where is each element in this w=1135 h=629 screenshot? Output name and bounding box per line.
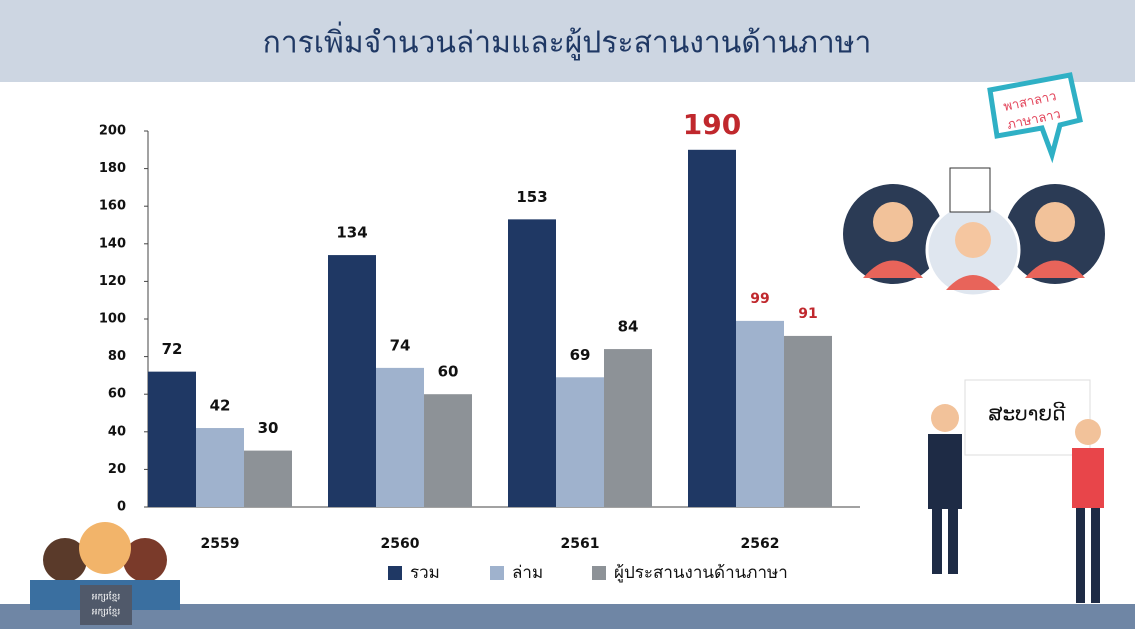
y-tick-label: 120 <box>99 274 126 289</box>
y-tick-label: 200 <box>99 124 126 139</box>
legend-swatch <box>592 566 606 580</box>
y-tick-label: 40 <box>108 424 126 439</box>
value-label: 134 <box>336 224 367 242</box>
chart: การเพิ่มจำนวนล่ามและผู้ประสานงานด้านภาษา… <box>0 0 1135 629</box>
bar <box>376 368 424 507</box>
legend-swatch <box>490 566 504 580</box>
laptop-text: អក្សរខ្មែរ <box>92 591 121 603</box>
legend-label: ผู้ประสานงานด้านภาษา <box>614 563 788 583</box>
x-tick-label: 2559 <box>201 536 240 552</box>
value-label: 30 <box>258 419 279 437</box>
bar <box>784 336 832 507</box>
y-tick-label: 180 <box>99 161 126 176</box>
y-tick-label: 20 <box>108 462 126 477</box>
bar <box>244 451 292 507</box>
y-tick-label: 160 <box>99 199 126 214</box>
bar <box>736 321 784 507</box>
value-label: 72 <box>162 340 183 358</box>
bar <box>328 255 376 507</box>
y-tick-label: 60 <box>108 387 126 402</box>
value-label: 74 <box>390 336 411 354</box>
y-tick-label: 0 <box>117 500 126 515</box>
laptop-text: អក្សរខ្មែរ <box>92 606 121 618</box>
bar <box>604 349 652 507</box>
legend-label: ล่าม <box>512 563 543 583</box>
bar <box>508 219 556 507</box>
x-tick-label: 2561 <box>561 536 600 552</box>
x-tick-label: 2562 <box>741 536 780 552</box>
value-label: 60 <box>438 363 459 381</box>
bar <box>688 150 736 507</box>
x-tick-label: 2560 <box>381 536 420 552</box>
illustration-board: ສະບາຍດີ <box>928 380 1104 603</box>
value-label: 42 <box>210 397 231 415</box>
board-text: ສະບາຍດີ <box>988 401 1065 425</box>
bar <box>424 394 472 507</box>
illustration-people: พาสาลาว ภาษาลาว <box>843 75 1105 296</box>
value-label: 153 <box>516 188 547 206</box>
bar <box>148 372 196 507</box>
bar <box>556 377 604 507</box>
y-tick-label: 140 <box>99 236 126 251</box>
value-label: 84 <box>618 318 639 336</box>
legend-label: รวม <box>410 563 440 583</box>
legend-swatch <box>388 566 402 580</box>
value-label: 190 <box>683 108 741 141</box>
bar <box>196 428 244 507</box>
chart-title: การเพิ่มจำนวนล่ามและผู้ประสานงานด้านภาษา <box>263 22 872 61</box>
value-label: 91 <box>798 306 817 322</box>
y-tick-label: 80 <box>108 349 126 364</box>
y-tick-label: 100 <box>99 312 126 327</box>
value-label: 99 <box>750 291 769 307</box>
value-label: 69 <box>570 346 591 364</box>
illustration-operators: អក្សរខ្មែរ អក្សរខ្មែរ <box>30 522 180 625</box>
